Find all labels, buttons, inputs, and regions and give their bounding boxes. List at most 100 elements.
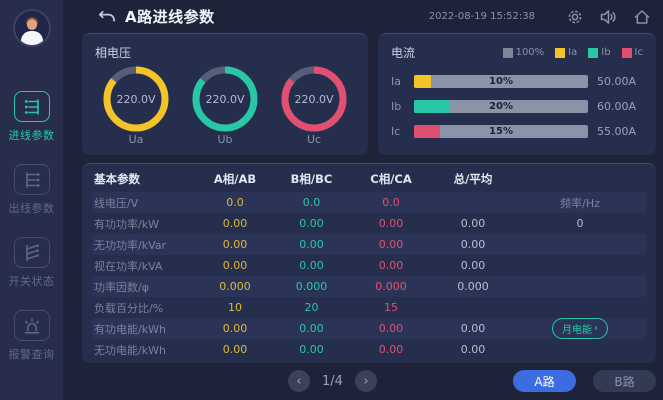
row-label: 线电压/V	[94, 196, 139, 210]
timestamp: 2022-08-19 15:52:38	[428, 11, 535, 22]
current-title: 电流	[391, 46, 416, 60]
next-page-button[interactable]: ›	[354, 370, 377, 392]
sidebar-item-2[interactable]: 出线参数	[9, 164, 55, 216]
sidebar-item-label: 进线参数	[8, 129, 55, 142]
incoming-line-icon	[13, 91, 50, 122]
gauge-value: 220.0V	[205, 92, 245, 106]
table-body: 线电压/V 0.0 0.0 0.0 频率/Hz 有功功率/kW 0.00 0.00 0.00 0.…	[92, 192, 646, 360]
current-bar-row-Ic: Ic 15% 55.00A	[391, 125, 643, 138]
table-header-cell: A相/AB	[213, 172, 257, 186]
sidebar-item-1[interactable]: 进线参数	[9, 91, 55, 143]
row-label: 负载百分比/%	[94, 301, 164, 315]
bar-label: Ic	[391, 125, 401, 138]
bar-label: Ib	[391, 100, 402, 113]
sidebar-item-4[interactable]: 报警查询	[9, 310, 55, 362]
legend-swatch-icon	[502, 47, 513, 58]
bar-fill	[414, 100, 449, 113]
chevron-right-icon: ›	[594, 323, 598, 334]
month-energy-button[interactable]: 月电能 ›	[552, 318, 608, 339]
value-phase-a: 0.00	[222, 217, 248, 230]
phase-voltage-panel: 相电压 220.0V Ua 220.0V Ub 220.0V Uc	[82, 33, 368, 155]
gauge-ring-icon: 220.0V	[281, 66, 347, 132]
bar-track: 20%	[414, 100, 588, 113]
gauge-value: 220.0V	[116, 92, 156, 106]
value-phase-a: 0.00	[222, 322, 248, 335]
pagination: ‹ 1/4 ›	[288, 370, 377, 392]
row-label: 无功电能/kWh	[94, 343, 166, 357]
bar-track: 10%	[414, 75, 588, 88]
volume-speaker-icon[interactable]	[599, 8, 618, 26]
settings-gear-icon[interactable]	[566, 8, 584, 26]
sidebar-item-label: 出线参数	[8, 202, 55, 215]
row-label: 无功功率/kVar	[94, 238, 167, 252]
voltage-gauge-Uc: 220.0V Uc	[281, 66, 347, 146]
value-phase-a: 0.00	[222, 259, 248, 272]
voltage-gauge-Ub: 220.0V Ub	[192, 66, 258, 146]
gauge-ring-icon: 220.0V	[192, 66, 258, 132]
page-indicator: 1/4	[322, 373, 343, 389]
value-phase-a: 0.00	[222, 238, 248, 251]
route-button-1[interactable]: A路	[513, 370, 576, 392]
current-legend: 100% Ia Ib Ic	[502, 47, 643, 58]
bar-value: 55.00A	[597, 125, 637, 138]
main-area: A路进线参数 2022-08-19 15:52:38 相电压 220.0V Ua 2…	[63, 0, 663, 400]
table-row: 负载百分比/% 10 20 15	[92, 297, 646, 318]
bar-percent: 20%	[489, 101, 513, 112]
value-phase-c: 0.00	[378, 238, 404, 251]
user-avatar[interactable]	[12, 9, 51, 47]
page-title: A路进线参数	[125, 8, 215, 26]
back-icon[interactable]	[97, 8, 116, 25]
legend-item-Ib: Ib	[588, 47, 611, 58]
bar-fill	[414, 75, 432, 88]
value-phase-b: 0.00	[299, 259, 324, 272]
value-phase-b: 0.000	[295, 280, 328, 293]
avatar-torso	[20, 31, 43, 45]
sidebar-item-label: 报警查询	[8, 348, 55, 361]
value-phase-c: 0.00	[378, 217, 404, 230]
legend-item-100%: 100%	[502, 47, 544, 58]
route-buttons: A路 B路	[513, 370, 656, 392]
value-phase-b: 0.00	[299, 343, 324, 356]
current-bar-row-Ia: Ia 10% 50.00A	[391, 75, 643, 88]
legend-item-Ic: Ic	[621, 47, 643, 58]
sidebar-item-3[interactable]: 开关状态	[9, 237, 55, 289]
value-phase-c: 0.000	[375, 280, 407, 293]
value-total: 0.00	[460, 322, 486, 335]
value-phase-b: 0.00	[299, 217, 324, 230]
table-row: 功率因数/φ 0.000 0.000 0.000 0.000	[92, 276, 646, 297]
legend-item-Ia: Ia	[555, 47, 577, 58]
value-total: 0.00	[460, 217, 486, 230]
bar-track: 15%	[414, 125, 588, 138]
value-phase-b: 20	[304, 301, 319, 314]
value-total: 0.000	[457, 280, 489, 293]
value-phase-b: 0.0	[302, 196, 321, 209]
gauge-label: Uc	[306, 133, 322, 146]
table-row: 有功功率/kW 0.00 0.00 0.00 0.00 0	[92, 213, 646, 234]
value-phase-c: 0.0	[382, 196, 400, 209]
switch-status-icon	[13, 237, 50, 268]
row-label: 功率因数/φ	[94, 280, 149, 294]
bar-value: 50.00A	[597, 75, 637, 88]
route-button-2[interactable]: B路	[593, 370, 656, 392]
gauge-label: Ua	[128, 133, 144, 146]
sidebar: 进线参数出线参数开关状态报警查询	[0, 0, 63, 400]
table-header-cell: 总/平均	[453, 172, 493, 186]
table-row: 无功功率/kVar 0.00 0.00 0.00 0.00	[92, 234, 646, 255]
value-total: 0.00	[460, 343, 486, 356]
home-icon[interactable]	[633, 8, 651, 26]
avatar-face	[26, 19, 37, 30]
phase-voltage-title: 相电压	[95, 46, 132, 60]
value-phase-a: 10	[228, 301, 242, 314]
gauge-value: 220.0V	[294, 92, 334, 106]
topbar: A路进线参数 2022-08-19 15:52:38	[63, 0, 663, 33]
prev-page-button[interactable]: ‹	[288, 370, 310, 392]
current-panel: 电流 100% Ia Ib Ic Ia 10% 50.00A Ib 20% 60.00A Ic 15…	[378, 33, 656, 155]
voltage-gauge-Ua: 220.0V Ua	[103, 66, 169, 146]
value-phase-c: 0.00	[378, 343, 404, 356]
current-bars: Ia 10% 50.00A Ib 20% 60.00A Ic 15% 55.00A	[391, 75, 643, 138]
alarm-query-icon	[13, 310, 50, 341]
frequency-label: 频率/Hz	[560, 196, 600, 210]
bar-percent: 15%	[489, 126, 513, 137]
table-header-row: 基本参数 A相/AB B相/BC C相/CA 总/平均	[92, 166, 646, 192]
table-row: 无功电能/kWh 0.00 0.00 0.00 0.00	[92, 339, 646, 360]
